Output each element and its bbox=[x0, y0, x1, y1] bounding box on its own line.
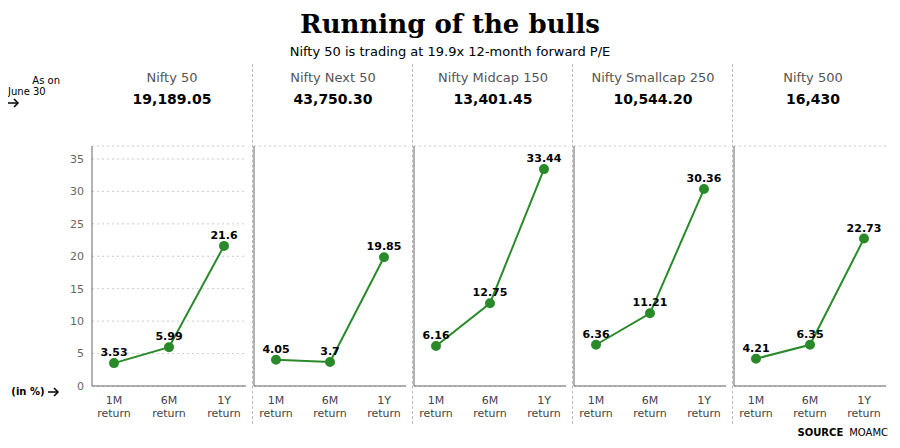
svg-text:1Yreturn: 1Yreturn bbox=[367, 394, 401, 420]
svg-text:6Mreturn: 6Mreturn bbox=[633, 394, 667, 420]
html-text:Running of the bulls: Running of the bulls bbox=[300, 9, 600, 39]
svg-text:3.53: 3.53 bbox=[100, 346, 127, 359]
svg-text:5: 5 bbox=[77, 347, 84, 360]
svg-text:1Yreturn: 1Yreturn bbox=[847, 394, 881, 420]
svg-text:1Mreturn: 1Mreturn bbox=[419, 394, 453, 420]
html-text:Nifty Smallcap 250: Nifty Smallcap 250 bbox=[591, 70, 715, 85]
svg-text:3.7: 3.7 bbox=[320, 345, 340, 358]
svg-text:5.99: 5.99 bbox=[155, 330, 182, 343]
html-text:SOURCE: SOURCE bbox=[797, 427, 844, 438]
svg-text:11.21: 11.21 bbox=[633, 296, 668, 309]
svg-text:6Mreturn: 6Mreturn bbox=[313, 394, 347, 420]
html-text:June 30: June 30 bbox=[8, 85, 46, 97]
svg-text:0: 0 bbox=[77, 380, 84, 393]
svg-text:10: 10 bbox=[70, 315, 84, 328]
svg-text:6Mreturn: 6Mreturn bbox=[793, 394, 827, 420]
html-text:MOAMC: MOAMC bbox=[849, 427, 888, 438]
html-text:Nifty Next 50: Nifty Next 50 bbox=[290, 70, 376, 85]
html-text:19,189.05: 19,189.05 bbox=[132, 91, 212, 107]
html-text:(in %): (in %) bbox=[11, 386, 45, 397]
svg-text:30: 30 bbox=[70, 185, 84, 198]
svg-text:1Yreturn: 1Yreturn bbox=[527, 394, 561, 420]
html-text:13,401.45: 13,401.45 bbox=[453, 91, 533, 107]
svg-text:33.44: 33.44 bbox=[527, 152, 562, 165]
svg-text:6Mreturn: 6Mreturn bbox=[152, 394, 186, 420]
svg-text:6.35: 6.35 bbox=[796, 328, 823, 341]
svg-text:35: 35 bbox=[70, 153, 84, 166]
html-text:16,430: 16,430 bbox=[786, 91, 840, 107]
svg-text:19.85: 19.85 bbox=[367, 240, 402, 253]
svg-text:12.75: 12.75 bbox=[473, 286, 508, 299]
svg-text:22.73: 22.73 bbox=[847, 222, 882, 235]
svg-text:4.05: 4.05 bbox=[262, 343, 289, 356]
svg-text:21.6: 21.6 bbox=[210, 229, 237, 242]
svg-text:15: 15 bbox=[70, 283, 84, 296]
svg-text:6.36: 6.36 bbox=[582, 328, 609, 341]
html-text:Nifty 50: Nifty 50 bbox=[146, 70, 198, 85]
svg-text:1Mreturn: 1Mreturn bbox=[579, 394, 613, 420]
svg-text:30.36: 30.36 bbox=[687, 172, 722, 185]
svg-text:20: 20 bbox=[70, 250, 84, 263]
svg-text:1Mreturn: 1Mreturn bbox=[97, 394, 131, 420]
html-text:Nifty 500: Nifty 500 bbox=[783, 70, 843, 85]
svg-text:4.21: 4.21 bbox=[742, 342, 769, 355]
svg-text:1Yreturn: 1Yreturn bbox=[687, 394, 721, 420]
svg-text:6Mreturn: 6Mreturn bbox=[473, 394, 507, 420]
html-text:As on: As on bbox=[32, 74, 60, 86]
svg-text:1Yreturn: 1Yreturn bbox=[207, 394, 241, 420]
html-text:10,544.20: 10,544.20 bbox=[613, 91, 693, 107]
html-text:Nifty 50 is trading at 19.9x 1: Nifty 50 is trading at 19.9x 12-month fo… bbox=[289, 44, 611, 59]
html-text:43,750.30: 43,750.30 bbox=[293, 91, 373, 107]
svg-text:25: 25 bbox=[70, 218, 84, 231]
svg-text:1Mreturn: 1Mreturn bbox=[259, 394, 293, 420]
html-text:Nifty Midcap 150: Nifty Midcap 150 bbox=[438, 70, 548, 85]
svg-text:6.16: 6.16 bbox=[422, 329, 449, 342]
svg-text:1Mreturn: 1Mreturn bbox=[739, 394, 773, 420]
